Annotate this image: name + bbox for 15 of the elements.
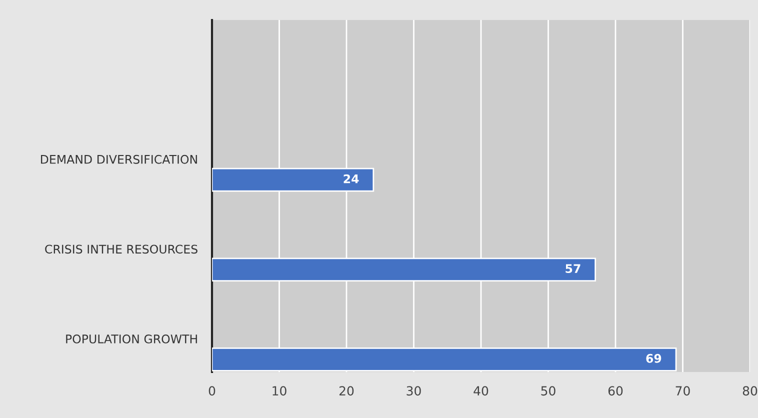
data-label: 24 [344, 174, 359, 184]
x-tick-label: 10 [272, 386, 286, 396]
x-tick-label: 40 [474, 386, 488, 396]
x-tick-label: 80 [742, 386, 758, 396]
data-label: 57 [566, 264, 580, 274]
x-tick-label: 50 [541, 386, 556, 396]
y-tick-label: POPULATION GROWTH [66, 334, 197, 344]
data-label: 69 [646, 354, 662, 363]
y-tick-label: DEMAND DIVERSIFICATION [41, 154, 197, 164]
y-tick-label: CRISIS INTHE RESOURCES [45, 244, 198, 254]
x-tick-label: 30 [406, 386, 421, 396]
x-tick-label: 60 [608, 386, 623, 396]
x-tick-label: 70 [676, 386, 690, 396]
x-tick-label: 0 [208, 386, 216, 396]
x-tick-label: 20 [339, 386, 354, 396]
